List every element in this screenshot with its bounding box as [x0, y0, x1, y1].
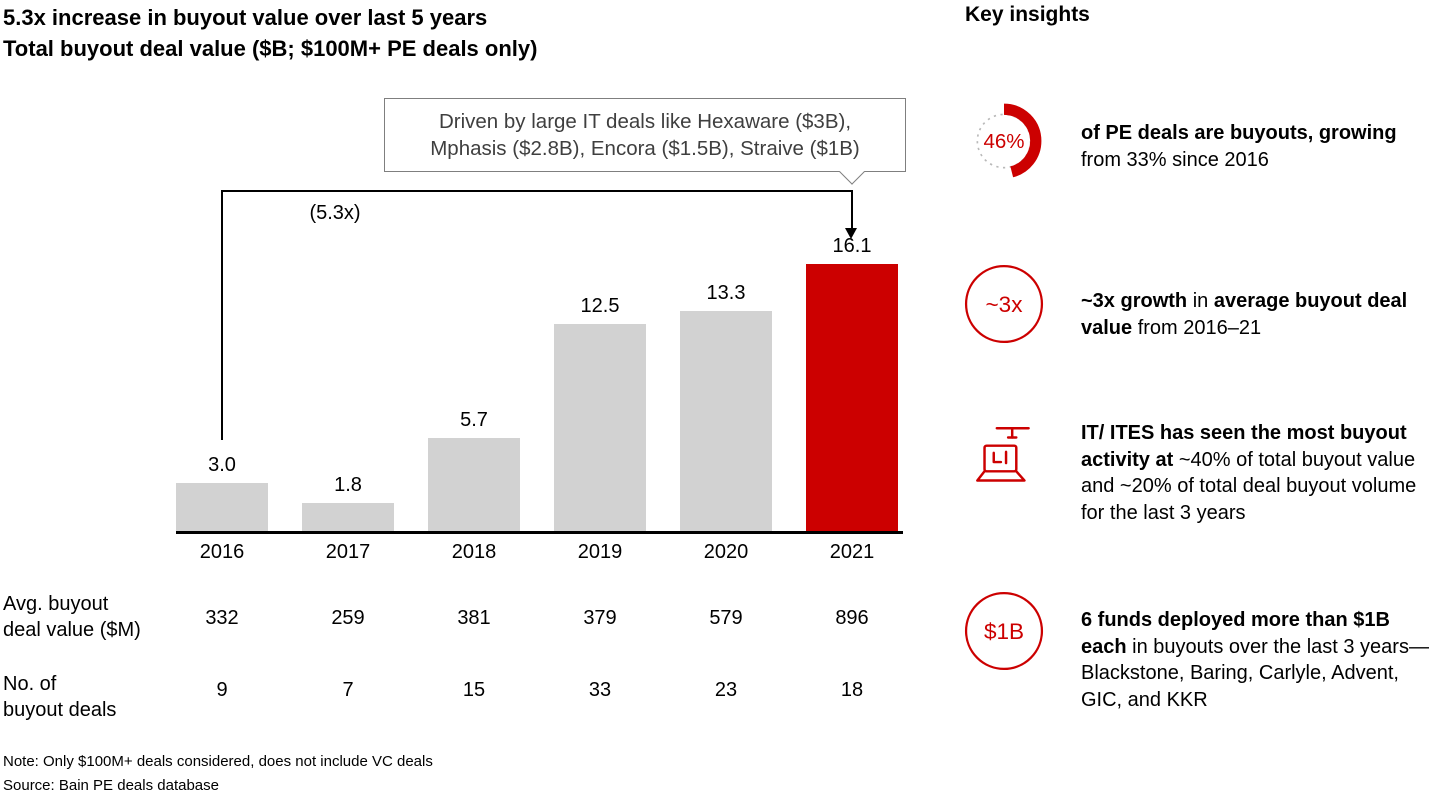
insight-text: 6 funds deployed more than $1B each in b…: [1081, 607, 1440, 713]
row-label-line: buyout deals: [3, 699, 117, 721]
table-cell-value: 33: [588, 679, 612, 701]
chart-callout: Driven by large IT deals like Hexaware (…: [384, 98, 906, 172]
insight-text: ~3x growth in average buyout deal value …: [1081, 288, 1440, 341]
x-axis-line: [176, 531, 903, 534]
bar-column: 5.7: [411, 409, 537, 533]
bar-value-label: 3.0: [208, 454, 236, 476]
svg-text:46%: 46%: [983, 130, 1024, 153]
callout-arrow-line: [851, 190, 853, 230]
callout-line-2: Mphasis ($2.8B), Encora ($1.5B), Straive…: [430, 137, 860, 160]
table-cell-value: 15: [462, 679, 486, 701]
bar-value-label: 16.1: [832, 235, 872, 257]
bar-column: 13.3: [663, 282, 789, 533]
bar-chart: 3.0 1.8 5.7 12.5 13.3 16.1: [159, 210, 915, 533]
x-axis-year-label: 2018: [451, 541, 497, 563]
svg-text:~3x: ~3x: [986, 292, 1024, 317]
table-row-label-deal-count: No. of buyout deals: [3, 671, 116, 723]
table-cell-value: 9: [216, 679, 228, 701]
bar: [554, 324, 646, 533]
table-cell-value: 579: [709, 607, 743, 629]
x-axis-year-label: 2021: [829, 541, 875, 563]
page-subtitle: Total buyout deal value ($B; $100M+ PE d…: [3, 36, 538, 61]
insight-text: IT/ ITES has seen the most buyout activi…: [1081, 420, 1440, 526]
footnote: Note: Only $100M+ deals considered, does…: [3, 753, 433, 770]
insight-item: $1B 6 funds deployed more than $1B each i…: [963, 590, 1440, 713]
bar-column: 1.8: [285, 474, 411, 533]
row-label-line: deal value ($M): [3, 619, 141, 641]
bar: [428, 438, 520, 533]
table-cell-value: 259: [331, 607, 365, 629]
key-insights-title: Key insights: [965, 3, 1090, 26]
title-block: 5.3x increase in buyout value over last …: [3, 2, 537, 64]
row-label-line: No. of: [3, 673, 57, 695]
arrow-down-icon: [845, 228, 857, 239]
page-title: 5.3x increase in buyout value over last …: [3, 5, 488, 30]
x-axis-labels: 2016 2017 2018 2019 2020 2021: [159, 541, 915, 564]
bar-highlighted: [806, 264, 898, 533]
bracket-top-line: [221, 190, 852, 192]
growth-multiplier-label: (5.3x): [309, 202, 361, 224]
x-axis-year-label: 2017: [325, 541, 371, 563]
table-cell-value: 381: [457, 607, 491, 629]
bar-value-label: 5.7: [460, 409, 488, 431]
bar-value-label: 1.8: [334, 474, 362, 496]
insight-text-segment: of PE deals are buyouts, growing: [1081, 122, 1397, 144]
donut-46-icon: 46%: [963, 100, 1045, 187]
bar-value-label: 12.5: [580, 295, 620, 317]
insight-text-segment: average buyout deal value: [1081, 290, 1408, 339]
table-cell-value: 379: [583, 607, 617, 629]
bar-column: 12.5: [537, 295, 663, 533]
insight-text-segment: 6 funds deployed more than $1B each: [1081, 609, 1390, 658]
insight-text-segment: ~3x growth: [1081, 290, 1188, 312]
bar: [302, 503, 394, 533]
circle-3x-icon: ~3x: [963, 263, 1045, 350]
circle-1b-icon: $1B: [963, 590, 1045, 677]
x-axis-year-label: 2019: [577, 541, 623, 563]
insight-text-segment: from 33% since 2016: [1081, 148, 1269, 171]
callout-line-1: Driven by large IT deals like Hexaware (…: [438, 110, 852, 133]
x-axis-year-label: 2020: [703, 541, 749, 563]
bar: [680, 311, 772, 533]
table-cell-value: 7: [342, 679, 354, 701]
it-laptop-icon: [963, 418, 1045, 505]
table-row-avg-deal-values: 332 259 381 379 579 896: [159, 607, 915, 630]
insight-text-segment: ~40% of total buyout value and ~20% of t…: [1081, 448, 1417, 524]
source-note: Source: Bain PE deals database: [3, 777, 219, 794]
table-cell-value: 896: [835, 607, 869, 629]
row-label-line: Avg. buyout: [3, 593, 109, 615]
bracket-left-line: [221, 190, 223, 440]
bar-column: 3.0: [159, 454, 285, 533]
insight-text: of PE deals are buyouts, growing from 33…: [1081, 120, 1440, 173]
insight-item: 46% of PE deals are buyouts, growing from…: [963, 100, 1440, 187]
table-cell-value: 332: [205, 607, 239, 629]
insight-text-segment: IT/ ITES has seen the most buyout activi…: [1081, 422, 1407, 471]
table-cell-value: 23: [714, 679, 738, 701]
table-cell-value: 18: [840, 679, 864, 701]
table-row-deal-counts: 9 7 15 33 23 18: [159, 679, 915, 702]
bar-value-label: 13.3: [706, 282, 746, 304]
insight-text-segment: in: [1187, 290, 1214, 312]
bar: [176, 483, 268, 533]
insight-text-segment: from 2016–21: [1132, 316, 1262, 339]
svg-text:$1B: $1B: [984, 619, 1024, 644]
bar-column: 16.1: [789, 235, 915, 533]
table-row-label-avg-deal-value: Avg. buyout deal value ($M): [3, 591, 141, 643]
insight-text-segment: in buyouts over the last 3 years—Blackst…: [1081, 635, 1429, 711]
insight-item: ~3x ~3x growth in average buyout deal val…: [963, 263, 1440, 350]
insight-item: IT/ ITES has seen the most buyout activi…: [963, 418, 1440, 526]
x-axis-year-label: 2016: [199, 541, 245, 563]
